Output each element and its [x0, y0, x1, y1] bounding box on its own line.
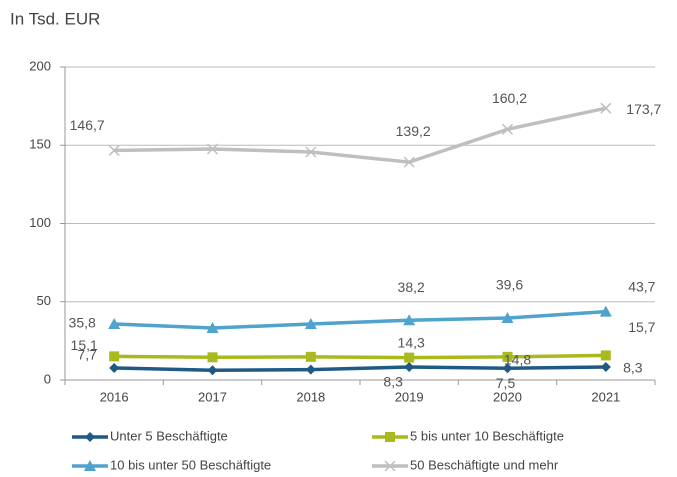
- marker: [403, 314, 416, 326]
- marker: [502, 363, 513, 374]
- marker: [206, 322, 219, 334]
- series-line: [114, 309, 606, 330]
- data-label: 7,7: [77, 347, 97, 363]
- y-tick-label: 200: [29, 58, 51, 73]
- x-tick-label: 2017: [198, 389, 227, 404]
- y-tick-label: 150: [29, 137, 51, 152]
- marker: [207, 365, 218, 376]
- marker: [207, 352, 218, 363]
- marker: [109, 362, 120, 373]
- y-tick-label: 0: [44, 371, 51, 386]
- data-label: 8,3: [623, 360, 643, 376]
- data-label: 15,7: [628, 319, 655, 335]
- marker: [109, 351, 120, 362]
- data-label: 39,6: [496, 277, 523, 293]
- data-label: 43,7: [628, 278, 655, 294]
- x-tick-label: 2018: [296, 389, 325, 404]
- data-label: 146,7: [70, 117, 105, 133]
- legend-label: Unter 5 Beschäftigte: [110, 428, 228, 443]
- data-label: 38,2: [398, 279, 425, 295]
- legend-label: 5 bis unter 10 Beschäftigte: [410, 428, 564, 443]
- marker: [108, 317, 121, 329]
- marker: [85, 432, 95, 442]
- marker: [501, 312, 514, 324]
- marker: [501, 123, 514, 135]
- marker: [305, 146, 317, 158]
- x-tick-label: 2016: [100, 389, 129, 404]
- data-label: 35,8: [69, 315, 96, 331]
- data-label: 173,7: [626, 101, 661, 117]
- legend-item: 10 bis unter 50 Beschäftigte: [72, 457, 271, 472]
- marker: [599, 305, 612, 317]
- x-tick-label: 2021: [591, 389, 620, 404]
- legend-item: 50 Beschäftigte und mehr: [372, 457, 559, 472]
- marker: [502, 351, 513, 362]
- y-tick-label: 50: [37, 293, 51, 308]
- y-tick-label: 100: [29, 215, 51, 230]
- data-label: 14,8: [504, 352, 531, 368]
- legend-label: 50 Beschäftigte und mehr: [410, 457, 559, 472]
- legend-item: Unter 5 Beschäftigte: [72, 428, 228, 443]
- marker: [304, 317, 317, 329]
- marker: [404, 362, 415, 373]
- data-label: 139,2: [396, 123, 431, 139]
- marker: [305, 351, 316, 362]
- data-label: 7,5: [496, 375, 516, 391]
- x-tick-label: 2020: [493, 389, 522, 404]
- marker: [600, 350, 611, 361]
- data-label: 8,3: [383, 374, 403, 390]
- data-label: 160,2: [492, 90, 527, 106]
- data-label: 14,3: [398, 334, 425, 350]
- marker: [206, 143, 219, 155]
- marker: [108, 144, 120, 156]
- chart-title: In Tsd. EUR: [10, 9, 100, 28]
- series-line: [114, 365, 606, 373]
- marker: [84, 460, 96, 471]
- marker: [600, 362, 611, 373]
- marker: [404, 352, 415, 363]
- marker: [403, 156, 415, 168]
- legend-label: 10 bis unter 50 Beschäftigte: [110, 457, 271, 472]
- marker: [600, 102, 612, 114]
- legend-item: 5 bis unter 10 Beschäftigte: [372, 428, 564, 443]
- x-tick-label: 2019: [395, 389, 424, 404]
- marker: [305, 364, 316, 375]
- series-line: [114, 353, 606, 360]
- data-label: 15,1: [71, 337, 98, 353]
- series-line: [114, 106, 607, 164]
- marker: [385, 432, 395, 442]
- marker: [384, 460, 396, 472]
